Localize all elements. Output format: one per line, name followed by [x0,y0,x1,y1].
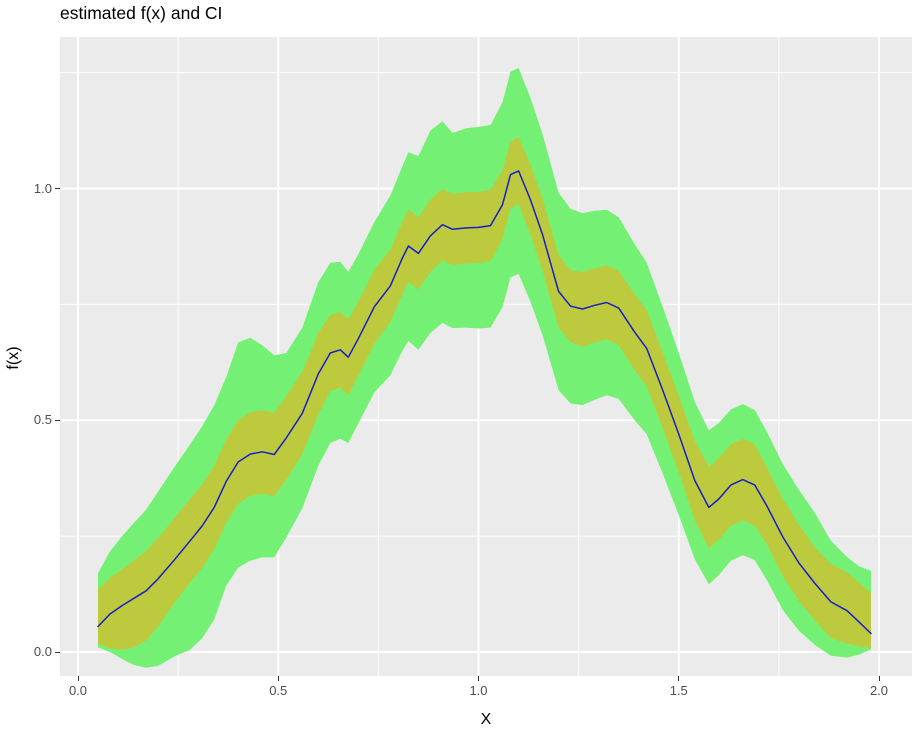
y-tick-label: 0.5 [33,412,52,428]
estimate-line [97,170,872,635]
y-tick-label: 1.0 [33,180,52,196]
x-tick-label: 2.0 [869,683,889,698]
y-axis-title: f(x) [5,346,22,370]
outer-ci-band [98,68,871,668]
plot-panel [60,37,912,676]
y-tick-mark [55,419,60,421]
plot-canvas [60,37,912,676]
x-axis-title: X [480,711,492,728]
y-tick-label: 0.0 [33,644,52,659]
x-tick-label: 1.0 [469,683,488,698]
y-tick-mark [55,188,60,189]
inner-ci-band [98,137,871,650]
x-tick-label: 0.0 [68,683,88,698]
plot-title: estimated f(x) and CI [60,3,223,23]
x-tick-mark [277,676,279,681]
x-tick-mark [77,676,79,681]
x-tick-mark [478,676,479,681]
x-tick-label: 1.5 [669,683,688,698]
x-tick-label: 0.5 [269,683,288,698]
x-tick-mark [878,676,880,681]
x-tick-mark [678,676,680,681]
y-tick-mark [55,651,60,653]
